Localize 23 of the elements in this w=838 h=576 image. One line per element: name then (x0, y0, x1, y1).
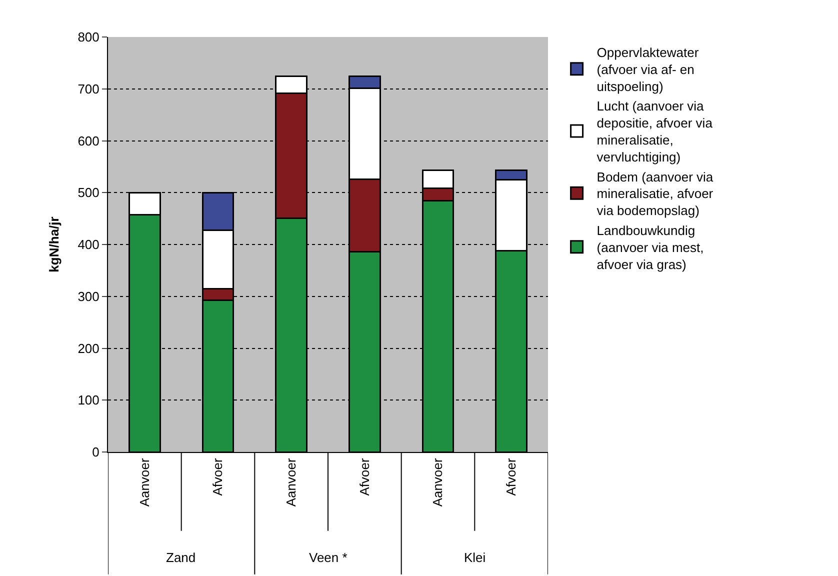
y-tick-label: 200 (78, 340, 100, 356)
x-tick-label: Aanvoer (136, 458, 152, 507)
y-tick-label: 600 (78, 133, 100, 148)
x-tick-label: Afvoer (504, 458, 519, 496)
y-tick-label: 700 (78, 81, 100, 96)
y-tick-label: 300 (78, 288, 100, 304)
y-tick-label: 500 (78, 185, 100, 200)
text: Zand (166, 550, 196, 565)
y-tick-label: 0 (92, 444, 100, 460)
text: Veen * (309, 550, 348, 565)
x-tick-label: Afvoer (356, 458, 372, 496)
y-tick-label: 400 (78, 237, 100, 252)
x-tick-label: Aanvoer (430, 458, 446, 507)
legend-label: Lucht (aanvoer via depositie, afvoer via mineralisatie, vervluchtiging) (596, 98, 714, 164)
legend-label: Oppervlaktewater (afvoer via af- en uitspoeling) (596, 45, 700, 94)
legend-label: Landbouwkundig (aanvoer via mest, afvoer via gras) (596, 223, 704, 272)
x-tick-label: Aanvoer (284, 458, 299, 507)
y-tick-label: 100 (78, 392, 100, 408)
y-axis-title: kgN/ha/jr (46, 216, 62, 272)
legend-label: Bodem (aanvoer via mineralisatie, afvoer via bodemopslag) (596, 169, 714, 218)
y-tick-label: 800 (78, 30, 100, 45)
text: Klei (464, 550, 486, 565)
x-tick-label: Afvoer (210, 458, 226, 496)
